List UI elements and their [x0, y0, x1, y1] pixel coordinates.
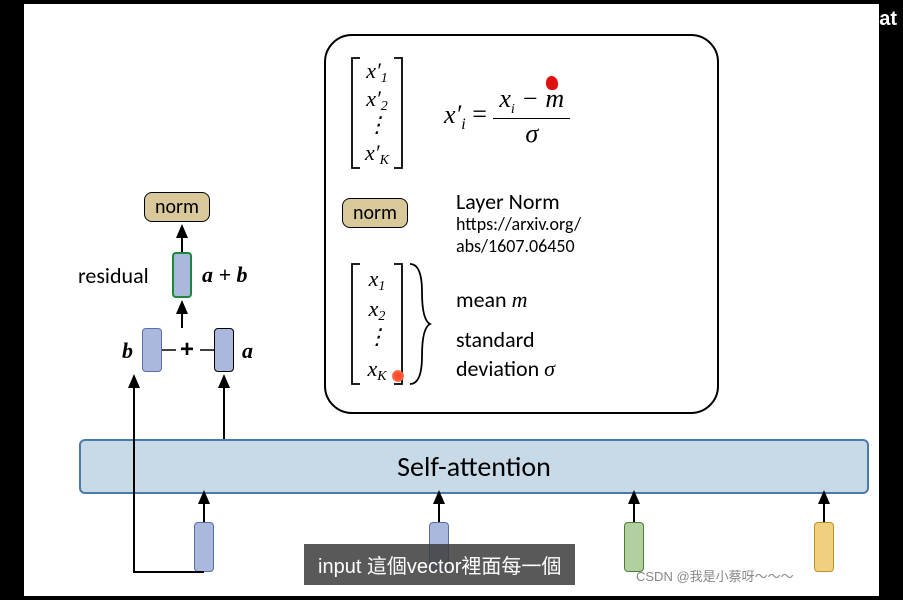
- plus-sign: +: [180, 336, 194, 364]
- b-label: b: [122, 338, 133, 364]
- svg-text:⋮: ⋮: [366, 324, 388, 349]
- red-dot-marker: [392, 370, 404, 382]
- norm-box-left: norm: [144, 192, 210, 222]
- std-label: standard deviation σ: [456, 326, 555, 383]
- red-annotation-mark: [546, 76, 558, 90]
- norm-box-info: norm: [342, 198, 408, 228]
- a-label: a: [242, 338, 253, 364]
- self-attention-label: Self-attention: [397, 449, 551, 484]
- b-vector: [142, 328, 162, 372]
- a-plus-b-label: a + b: [202, 262, 248, 288]
- a-vector: [214, 328, 234, 372]
- input-vec-4: [814, 522, 834, 572]
- svg-text:x′2: x′2: [365, 86, 388, 114]
- input-vec-3: [624, 522, 644, 572]
- vec-in-matrix: x1 x2 ⋮ xK: [348, 260, 428, 396]
- layer-norm-title: Layer Norm: [456, 188, 560, 215]
- input-vec-1: [194, 522, 214, 572]
- top-right-label: bat: [867, 8, 897, 31]
- video-subtitle: input 這個vector裡面每一個: [304, 544, 575, 585]
- vec-out-matrix: x′1 x′2 ⋮ x′K: [348, 54, 408, 178]
- residual-label: residual: [78, 262, 149, 289]
- svg-text:x1: x1: [368, 266, 386, 294]
- layer-norm-url: https://arxiv.org/ abs/1607.06450: [456, 214, 581, 257]
- svg-text:x2: x2: [368, 296, 386, 324]
- svg-text:⋮: ⋮: [366, 112, 388, 137]
- svg-text:x′K: x′K: [364, 140, 390, 168]
- diagram-canvas: Self-attention +: [24, 4, 879, 596]
- self-attention-block: Self-attention: [79, 439, 869, 494]
- layernorm-formula: x′i = xi − m σ: [444, 84, 570, 149]
- svg-text:xK: xK: [366, 356, 387, 384]
- layer-norm-info-box: x′1 x′2 ⋮ x′K x′i = xi − m σ norm Layer …: [324, 34, 719, 414]
- residual-vector: [172, 252, 192, 298]
- svg-text:x′1: x′1: [365, 58, 388, 86]
- csdn-watermark: CSDN @我是小蔡呀～～～: [636, 566, 794, 585]
- mean-label: mean m: [456, 286, 527, 313]
